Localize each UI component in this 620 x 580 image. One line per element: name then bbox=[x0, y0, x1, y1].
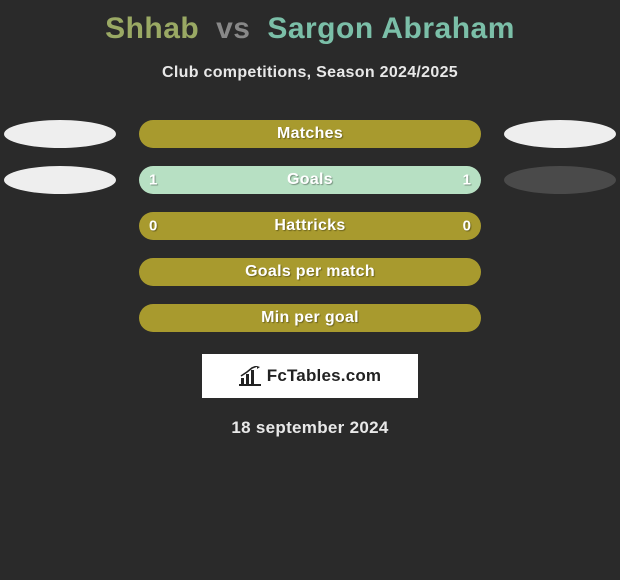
ellipse-left bbox=[4, 120, 116, 148]
infographic-container: Shhab vs Sargon Abraham Club competition… bbox=[0, 0, 620, 580]
stat-row-matches: Matches bbox=[0, 120, 620, 148]
stat-bar: Matches bbox=[139, 120, 481, 148]
stat-left-val: 1 bbox=[149, 172, 157, 189]
stat-left-val: 0 bbox=[149, 218, 157, 235]
stat-bar: Min per goal bbox=[139, 304, 481, 332]
ellipse-left bbox=[4, 166, 116, 194]
logo-box: FcTables.com bbox=[202, 354, 418, 398]
stat-row-goals: 1 Goals 1 bbox=[0, 166, 620, 194]
ellipse-right bbox=[504, 166, 616, 194]
stat-label: Min per goal bbox=[261, 309, 359, 327]
stat-label: Goals per match bbox=[245, 263, 375, 281]
chart-icon bbox=[239, 366, 261, 386]
ellipse-right bbox=[504, 120, 616, 148]
stat-row-gpm: Goals per match bbox=[0, 258, 620, 286]
page-title: Shhab vs Sargon Abraham bbox=[0, 0, 620, 46]
stat-right-val: 0 bbox=[463, 218, 471, 235]
stat-label: Matches bbox=[277, 125, 343, 143]
date-label: 18 september 2024 bbox=[0, 418, 620, 438]
logo-text: FcTables.com bbox=[267, 366, 382, 386]
stat-bar: 1 Goals 1 bbox=[139, 166, 481, 194]
stat-row-hattricks: 0 Hattricks 0 bbox=[0, 212, 620, 240]
stat-label: Goals bbox=[287, 171, 333, 189]
stat-row-mpg: Min per goal bbox=[0, 304, 620, 332]
stat-right-val: 1 bbox=[463, 172, 471, 189]
subtitle: Club competitions, Season 2024/2025 bbox=[0, 64, 620, 82]
stats-rows: Matches 1 Goals 1 0 Hattricks 0 bbox=[0, 120, 620, 332]
player2-name: Sargon Abraham bbox=[267, 12, 515, 45]
stat-bar: 0 Hattricks 0 bbox=[139, 212, 481, 240]
stat-label: Hattricks bbox=[274, 217, 345, 235]
player1-name: Shhab bbox=[105, 12, 199, 45]
stat-bar: Goals per match bbox=[139, 258, 481, 286]
vs-label: vs bbox=[216, 12, 250, 45]
